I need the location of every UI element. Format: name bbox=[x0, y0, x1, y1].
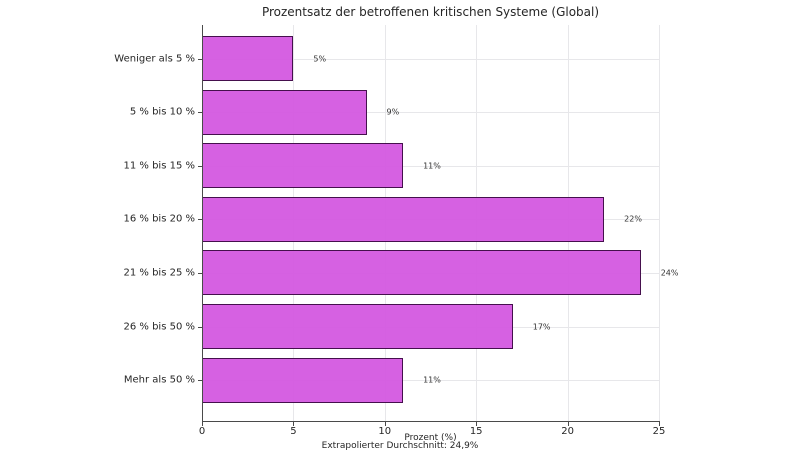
x-axis-tick-mark bbox=[659, 422, 660, 426]
bar-value-label: 5% bbox=[313, 54, 327, 63]
bar bbox=[202, 89, 367, 135]
y-axis-tick-mark bbox=[198, 165, 202, 167]
bar-value-label: 22% bbox=[624, 214, 642, 224]
gridline-horizontal bbox=[202, 165, 659, 167]
x-axis-tick-label: 10 bbox=[378, 426, 392, 437]
y-axis-category-label: 11 % bis 15 % bbox=[123, 160, 195, 172]
y-axis-category-label: Weniger als 5 % bbox=[114, 53, 195, 64]
x-axis-tick-label: 0 bbox=[198, 426, 206, 437]
x-axis-tick-mark bbox=[567, 422, 569, 426]
x-axis-tick-label: 5 bbox=[290, 426, 297, 437]
y-axis-category-label: 26 % bis 50 % bbox=[123, 321, 195, 332]
bar-value-label: 17% bbox=[532, 322, 551, 331]
y-axis-tick-mark bbox=[198, 219, 202, 221]
bar bbox=[202, 196, 605, 242]
y-axis-category-label: 5 % bis 10 % bbox=[129, 106, 195, 118]
y-axis-tick-mark bbox=[198, 326, 202, 328]
y-axis-tick-mark bbox=[198, 380, 202, 382]
x-axis-tick-mark bbox=[384, 422, 386, 426]
x-axis-title: Prozent (%) bbox=[404, 433, 457, 443]
bar-value-label: 24% bbox=[660, 268, 679, 278]
y-axis-category-label: 16 % bis 20 % bbox=[123, 213, 195, 225]
y-axis-tick-mark bbox=[198, 112, 202, 114]
x-axis-tick-label: 20 bbox=[561, 426, 574, 437]
bar-value-label: 11% bbox=[423, 161, 441, 171]
bar bbox=[202, 36, 294, 81]
chart-footnote: Extrapolierter Durchschnitt: 24,9% bbox=[321, 441, 479, 451]
x-axis-tick-mark bbox=[202, 422, 203, 426]
bar bbox=[202, 250, 641, 296]
gridline-vertical bbox=[659, 25, 660, 421]
bar-value-label: 9% bbox=[386, 107, 400, 117]
x-axis-line bbox=[202, 421, 660, 422]
gridline-horizontal bbox=[202, 380, 659, 382]
bar bbox=[202, 357, 404, 403]
x-axis-tick-mark bbox=[476, 422, 478, 426]
bar bbox=[202, 304, 513, 349]
x-axis-tick-label: 25 bbox=[652, 426, 666, 437]
y-axis-tick-mark bbox=[198, 58, 202, 60]
y-axis-category-label: Mehr als 50 % bbox=[123, 374, 195, 386]
x-axis-tick-label: 15 bbox=[469, 426, 483, 437]
y-axis-line bbox=[202, 25, 203, 422]
gridline-horizontal bbox=[202, 58, 659, 60]
bar bbox=[202, 143, 404, 189]
chart-title: Prozentsatz der betroffenen kritischen S… bbox=[261, 5, 600, 19]
y-axis-category-label: 21 % bis 25 % bbox=[123, 267, 195, 279]
x-axis-tick-mark bbox=[293, 422, 295, 426]
y-axis-tick-mark bbox=[198, 272, 202, 274]
bar-value-label: 11% bbox=[423, 375, 441, 385]
gridline-horizontal bbox=[202, 112, 659, 114]
